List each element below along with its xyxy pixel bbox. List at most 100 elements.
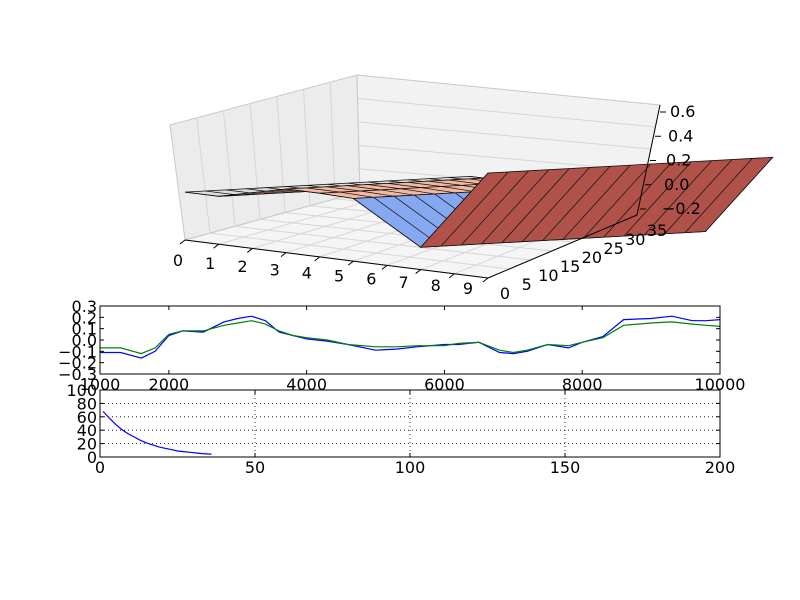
- surface-mesh-line: [326, 186, 361, 192]
- plot-area: [100, 390, 720, 457]
- surface-mesh-line: [664, 159, 733, 234]
- x-tick-label: 7: [398, 273, 408, 292]
- surface-mesh-line: [306, 187, 341, 193]
- surface-mesh-line: [448, 179, 483, 185]
- series-line-0: [100, 315, 721, 359]
- z-tick-label: 0.6: [670, 102, 695, 121]
- x-tick-label: 8000: [562, 375, 603, 394]
- y-tick-label: 30: [625, 230, 645, 249]
- x-tick-label: 1000: [80, 375, 121, 394]
- surface: [184, 156, 774, 248]
- y-tick-label: 35: [647, 221, 667, 240]
- surface-mesh-line: [583, 163, 651, 239]
- x-tick: [179, 239, 186, 245]
- grid-line: [329, 82, 336, 199]
- x-tick-label: 6: [366, 270, 376, 289]
- y-axis-line: [487, 214, 638, 279]
- z-tick-label: 0.4: [668, 126, 693, 145]
- y-tick-label: 40: [77, 421, 97, 440]
- y-tick-label: −0.1: [58, 342, 97, 361]
- surface-mesh-line: [360, 190, 395, 197]
- surface-mesh-line: [421, 187, 456, 194]
- x-tick-label: 5: [334, 267, 344, 286]
- x-tick-label: 4: [302, 263, 312, 282]
- surface-mesh-line: [184, 191, 219, 197]
- surface-mesh-line: [684, 158, 753, 233]
- y-tick-label: 100: [66, 381, 97, 400]
- surface-mesh-line: [501, 168, 570, 243]
- x-tick-label: 6000: [424, 375, 465, 394]
- surface-mesh-line: [420, 172, 489, 248]
- x-tick-label: 100: [395, 458, 426, 477]
- y-tick-label: 0.2: [72, 308, 97, 327]
- x-tick: [348, 260, 354, 266]
- grid-line: [356, 97, 656, 128]
- y-tick-label: 0.3: [72, 297, 97, 316]
- z-tick-label: 0.2: [666, 151, 691, 170]
- grid-line: [356, 121, 651, 150]
- x-tick-label: 150: [550, 458, 581, 477]
- z-tick-label: −0.2: [662, 199, 701, 218]
- plot-frame: [99, 305, 721, 375]
- grid-line: [249, 103, 261, 220]
- x-tick: [314, 256, 320, 262]
- x-tick: [415, 269, 421, 274]
- surface-mesh-line: [623, 161, 692, 237]
- x-tick: [213, 243, 219, 249]
- surface-mesh-line: [440, 171, 509, 247]
- y-tick-label: 5: [522, 275, 532, 294]
- y-tick-label: 15: [560, 257, 580, 276]
- y-tick-label: 0.0: [72, 331, 97, 350]
- surface-3d-panel: 0 1 2 3 4 5 6 7 8 9 0 5 10 15 20 25 30 35−0.20.00.20.40.6: [169, 74, 774, 303]
- x-tick: [280, 252, 287, 258]
- grid-line: [196, 117, 211, 234]
- x-tick-label: 8: [431, 276, 441, 295]
- surface-mesh-line: [705, 157, 774, 232]
- surface-mesh-line: [346, 185, 381, 191]
- surface-mesh-line: [285, 188, 320, 194]
- surface-mesh-line: [218, 188, 287, 197]
- x-tick-label: 3: [270, 260, 280, 279]
- x-tick-label: 0: [173, 251, 183, 270]
- grid-line: [276, 96, 286, 213]
- surface-mesh-line: [481, 169, 550, 245]
- series-line-1: [100, 320, 721, 355]
- y-tick-label: 20: [77, 435, 97, 454]
- z-tick-label: 0.0: [664, 175, 689, 194]
- y-tick-label: 20: [582, 248, 602, 267]
- surface-mesh-line: [367, 184, 402, 190]
- surface-mesh-line: [319, 192, 354, 199]
- x-axis-line: [184, 239, 489, 279]
- x-tick-label: 2: [237, 257, 247, 276]
- surface-mesh-line: [542, 166, 611, 241]
- x-tick: [449, 273, 455, 279]
- surface-mesh-line: [339, 191, 374, 198]
- x-tick: [482, 277, 489, 283]
- y-tick-label: 0.1: [72, 320, 97, 339]
- x-tick: [247, 248, 253, 253]
- x-tick-label: 50: [245, 458, 265, 477]
- z-axis-line: [636, 104, 661, 216]
- surface-mesh-line: [644, 160, 712, 236]
- plot-area: [100, 306, 720, 374]
- surface-mesh-line: [461, 170, 529, 246]
- series-line-0: [102, 410, 212, 455]
- x-tick-label: 2000: [149, 375, 190, 394]
- surface-mesh-line: [522, 167, 590, 242]
- y-tick-label: 25: [603, 239, 623, 258]
- x-tick-label: 0: [95, 458, 105, 477]
- y-tick-label: 0: [500, 284, 510, 303]
- plot-frame: [99, 389, 721, 458]
- y-tick-label: −0.3: [58, 365, 97, 384]
- grid-line: [222, 110, 236, 227]
- y-tick-label: 10: [538, 266, 558, 285]
- x-tick-label: 10000: [695, 375, 746, 394]
- x-tick-label: 1: [205, 254, 215, 273]
- y-tick-label: 60: [77, 408, 97, 427]
- x-tick: [381, 264, 388, 270]
- surface-mesh-line: [380, 189, 415, 196]
- grid-line: [234, 225, 531, 261]
